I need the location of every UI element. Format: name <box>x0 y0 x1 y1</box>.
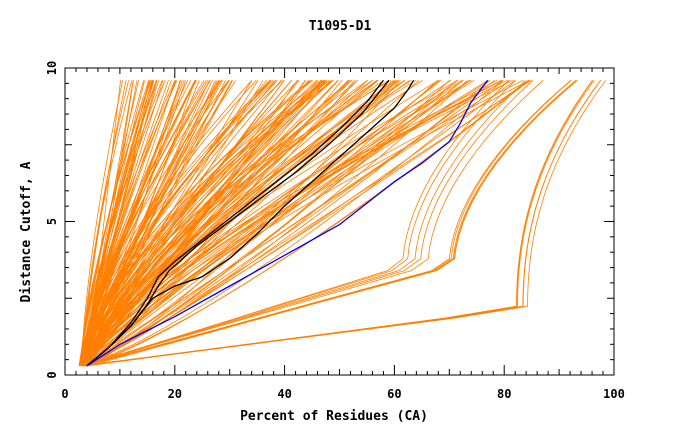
bundle-curve <box>80 80 166 366</box>
bundle-curve <box>81 80 544 367</box>
bundle-curve <box>85 80 450 367</box>
bundle-curve <box>80 80 164 366</box>
bundle-curve <box>78 80 285 367</box>
bundle-curve <box>86 79 471 367</box>
bundle-curve <box>84 79 498 366</box>
bundle-curve <box>83 79 462 367</box>
series-line-highlight-0 <box>86 79 384 367</box>
bundle-curve <box>83 80 197 366</box>
bundle-curve <box>82 80 534 367</box>
bundle-curve <box>81 80 226 366</box>
x-tick-label: 20 <box>168 387 182 401</box>
bundle-curve <box>82 80 129 366</box>
bundle-curve <box>85 79 457 367</box>
bundle-curve <box>79 79 396 367</box>
bundle-curve <box>80 79 504 367</box>
bundle-curve <box>80 79 508 366</box>
bundle-curve <box>79 79 464 367</box>
bundle-curve <box>84 80 196 366</box>
y-tick-label: 5 <box>45 218 59 225</box>
x-tick-label: 80 <box>497 387 511 401</box>
x-tick-label: 60 <box>387 387 401 401</box>
bundle-curve <box>81 80 158 366</box>
chart-title: T1095-D1 <box>309 19 372 34</box>
bundle-curve <box>82 80 516 367</box>
bundle-curve <box>89 79 572 367</box>
bundle-curve <box>79 80 325 366</box>
bundle-curve <box>83 79 577 367</box>
bundle-curve <box>84 79 351 366</box>
series-line-reference-3 <box>86 79 489 367</box>
orange-curve-bundle <box>78 79 607 367</box>
highlighted-curves <box>86 79 489 367</box>
bundle-curve <box>86 80 594 367</box>
x-axis-label: Percent of Residues (CA) <box>240 409 428 424</box>
bundle-curve <box>84 80 601 367</box>
bundle-curve <box>84 80 607 367</box>
y-tick-label: 0 <box>45 371 59 378</box>
bundle-curve <box>81 80 123 366</box>
x-tick-label: 100 <box>603 387 625 401</box>
y-tick-label: 10 <box>45 61 59 75</box>
bundle-curve <box>83 80 272 366</box>
x-tick-label: 0 <box>61 387 68 401</box>
y-axis-label: Distance Cutoff, A <box>19 161 34 302</box>
bundle-curve <box>79 79 504 367</box>
bundle-curve <box>81 79 530 367</box>
bundle-curve <box>80 79 423 366</box>
bundle-curve <box>83 79 440 367</box>
bundle-curve <box>83 79 572 367</box>
bundle-curve <box>79 80 468 367</box>
bundle-curve <box>86 80 401 367</box>
x-tick-label: 40 <box>277 387 291 401</box>
axis-ticks: 0 20 40 60 80 100 0 5 10 <box>45 61 625 401</box>
series-line-highlight-2 <box>86 79 415 367</box>
bundle-curve <box>79 80 220 366</box>
bundle-curve <box>82 80 276 366</box>
bundle-curve <box>82 79 472 366</box>
bundle-curve <box>79 80 323 366</box>
bundle-curve <box>84 79 491 367</box>
bundle-curve <box>85 79 368 366</box>
bundle-curve <box>81 80 526 367</box>
bundle-curve <box>80 79 313 366</box>
bundle-curve <box>84 79 392 366</box>
bundle-curve <box>80 80 278 366</box>
bundle-curve <box>81 80 253 366</box>
bundle-curve <box>80 80 274 366</box>
